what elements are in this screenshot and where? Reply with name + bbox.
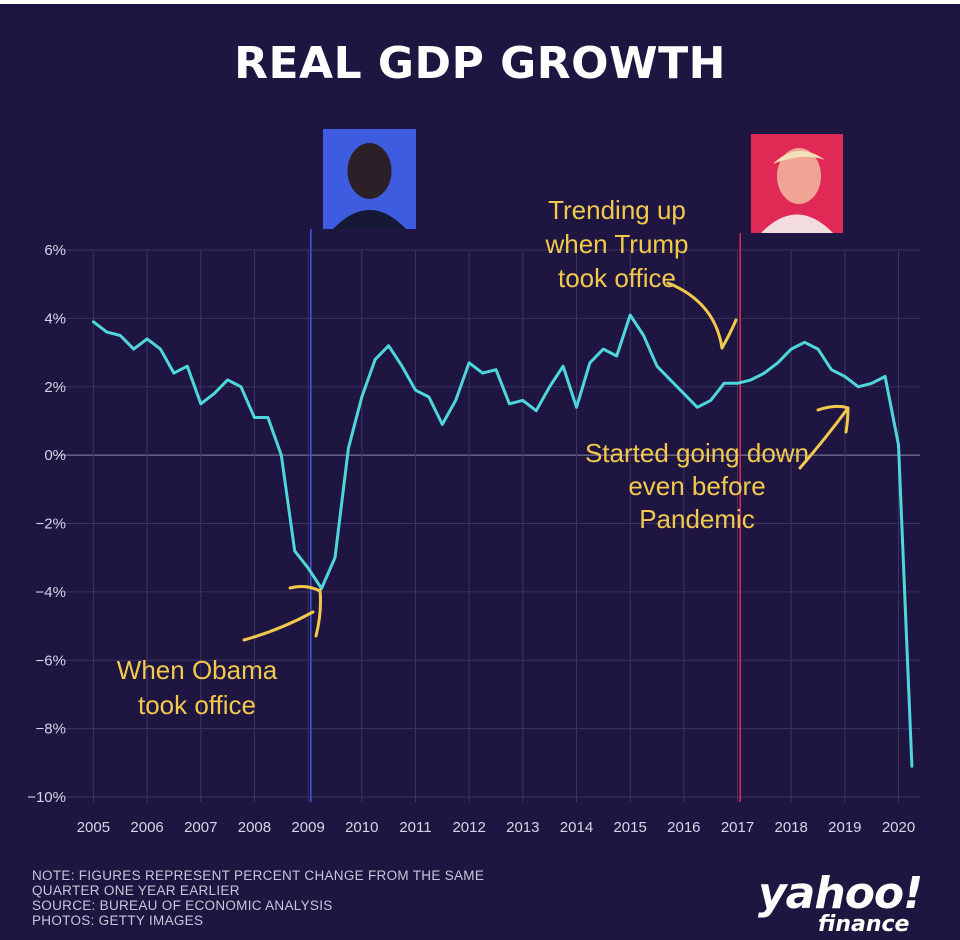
trump-annotation-line: took office bbox=[558, 263, 676, 293]
x-tick-label: 2019 bbox=[828, 819, 861, 836]
pandemic-annotation-line: Started going down bbox=[585, 438, 809, 468]
x-tick-label: 2005 bbox=[77, 819, 110, 836]
portrait-head bbox=[347, 143, 392, 199]
y-tick-label: 2% bbox=[44, 379, 66, 396]
obama-annotation-line: took office bbox=[138, 690, 256, 720]
pandemic-annotation-line: even before bbox=[628, 471, 765, 501]
x-tick-label: 2013 bbox=[506, 819, 539, 836]
x-tick-label: 2018 bbox=[774, 819, 807, 836]
trump-annotation-line: Trending up bbox=[548, 195, 686, 225]
gdp-series-line bbox=[91, 313, 914, 768]
x-tick-label: 2006 bbox=[130, 819, 163, 836]
portrait-shoulders bbox=[761, 214, 833, 233]
y-tick-label: 0% bbox=[44, 447, 66, 464]
y-tick-label: −6% bbox=[36, 652, 66, 669]
annotation-arrow bbox=[720, 318, 738, 350]
annotation-arrow bbox=[666, 281, 724, 350]
x-tick-label: 2010 bbox=[345, 819, 378, 836]
note-line: QUARTER ONE YEAR EARLIER bbox=[32, 883, 240, 898]
source-note: NOTE: FIGURES REPRESENT PERCENT CHANGE F… bbox=[32, 868, 484, 928]
annotation-arrow bbox=[844, 406, 850, 434]
x-tick-label: 2012 bbox=[452, 819, 485, 836]
note-line: PHOTOS: GETTY IMAGES bbox=[32, 913, 204, 928]
trump-annotation-line: when Trump bbox=[544, 229, 688, 259]
y-tick-label: 4% bbox=[44, 310, 66, 327]
pandemic-annotation-line: Pandemic bbox=[639, 504, 755, 534]
chart-title: REAL GDP GROWTH bbox=[234, 38, 726, 89]
x-tick-label: 2007 bbox=[184, 819, 217, 836]
note-line: SOURCE: BUREAU OF ECONOMIC ANALYSIS bbox=[32, 898, 333, 913]
annotation-arrow bbox=[798, 406, 850, 470]
y-tick-label: 6% bbox=[44, 242, 66, 259]
x-tick-label: 2011 bbox=[399, 819, 431, 836]
y-tick-label: −2% bbox=[36, 516, 66, 533]
portrait-shoulders bbox=[333, 210, 406, 229]
x-tick-label: 2016 bbox=[667, 819, 700, 836]
x-tick-label: 2015 bbox=[613, 819, 646, 836]
annotation-arrow bbox=[314, 588, 322, 638]
x-tick-label: 2014 bbox=[560, 819, 593, 836]
portrait-hair bbox=[773, 150, 825, 164]
portrait-head bbox=[777, 148, 821, 204]
annotation-arrow bbox=[242, 610, 315, 642]
y-tick-label: −8% bbox=[36, 721, 66, 738]
yahoo-finance-logo-sub: finance bbox=[818, 912, 910, 937]
annotation-arrow bbox=[816, 404, 850, 412]
x-tick-label: 2009 bbox=[291, 819, 324, 836]
note-line: NOTE: FIGURES REPRESENT PERCENT CHANGE F… bbox=[32, 868, 485, 883]
annotation-arrow bbox=[288, 585, 322, 593]
yahoo-finance-logo: yahoo! bbox=[758, 868, 923, 919]
y-tick-label: −10% bbox=[27, 789, 66, 806]
x-tick-label: 2017 bbox=[721, 819, 754, 836]
y-tick-label: −4% bbox=[36, 584, 66, 601]
obama-annotation-line: When Obama bbox=[117, 655, 278, 685]
x-tick-label: 2020 bbox=[882, 819, 915, 836]
x-tick-label: 2008 bbox=[238, 819, 271, 836]
